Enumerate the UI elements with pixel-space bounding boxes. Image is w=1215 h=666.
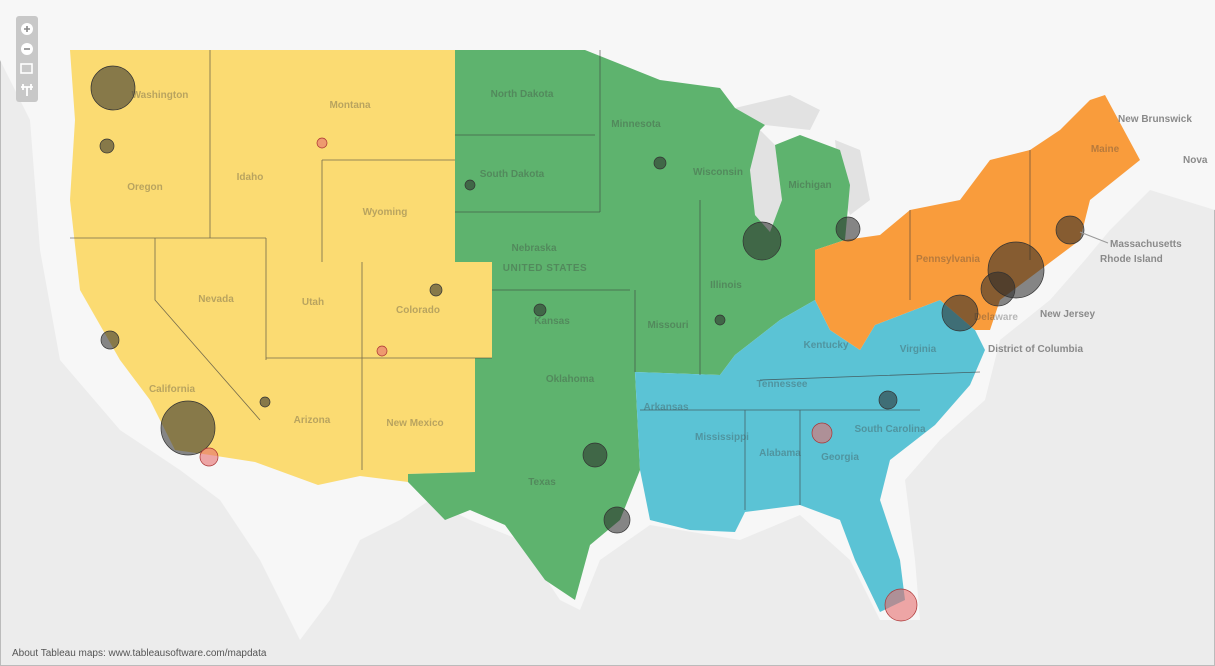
state-label: Oregon [127,182,163,193]
state-label: Texas [528,477,556,488]
lake [735,95,820,130]
state-label: Kansas [534,316,570,327]
state-label: New Mexico [386,418,443,429]
state-label: Nebraska [511,243,556,254]
map-toolbar [16,16,38,102]
state-label: Missouri [647,320,688,331]
callout-line [1079,231,1109,244]
callout-label: New Jersey [1040,309,1095,320]
zoom-area-button[interactable] [20,63,33,74]
callout-label: Massachusetts [1110,239,1182,250]
state-label: Tennessee [757,379,808,390]
state-label: Wisconsin [693,167,743,178]
state-label: Michigan [788,180,831,191]
state-label: Minnesota [611,119,661,130]
region-southeast[interactable] [635,300,985,612]
bubbles [90,65,1085,622]
state-label: Delaware [974,312,1018,323]
state-label: Wyoming [363,207,408,218]
state-borders [70,50,1031,510]
state-label: Illinois [710,280,742,291]
state-label: California [149,384,196,395]
state-label: Colorado [396,305,440,316]
state-label: Utah [302,297,324,308]
region-west[interactable] [70,50,492,485]
lake [750,130,782,232]
state-label: Virginia [900,344,937,355]
country-label: UNITED STATES [503,263,587,274]
province-label: New Brunswick [1118,114,1192,125]
state-label: Maine [1091,144,1120,155]
state-label: Pennsylvania [916,254,980,265]
region-northeast[interactable] [815,95,1140,350]
state-label: Mississippi [695,432,749,443]
state-label: South Carolina [854,424,926,435]
state-label: Georgia [821,452,859,463]
state-label: Alabama [759,448,801,459]
state-label: South Dakota [480,169,545,180]
callout-label: District of Columbia [988,344,1083,355]
state-label: Idaho [237,172,264,183]
callout-label: Rhode Island [1100,254,1163,265]
state-label: Kentucky [803,340,848,351]
state-label: Arkansas [643,402,688,413]
attribution: About Tableau maps: www.tableausoftware.… [12,648,267,659]
state-label: Nevada [198,294,234,305]
state-label: North Dakota [491,89,554,100]
pin-button[interactable] [21,84,33,96]
province-label: Nova [1183,155,1208,166]
state-label: Arizona [294,415,331,426]
state-label: Montana [329,100,371,111]
region-central[interactable] [408,50,850,600]
state-label: Oklahoma [546,374,595,385]
state-label: Washington [132,90,189,101]
